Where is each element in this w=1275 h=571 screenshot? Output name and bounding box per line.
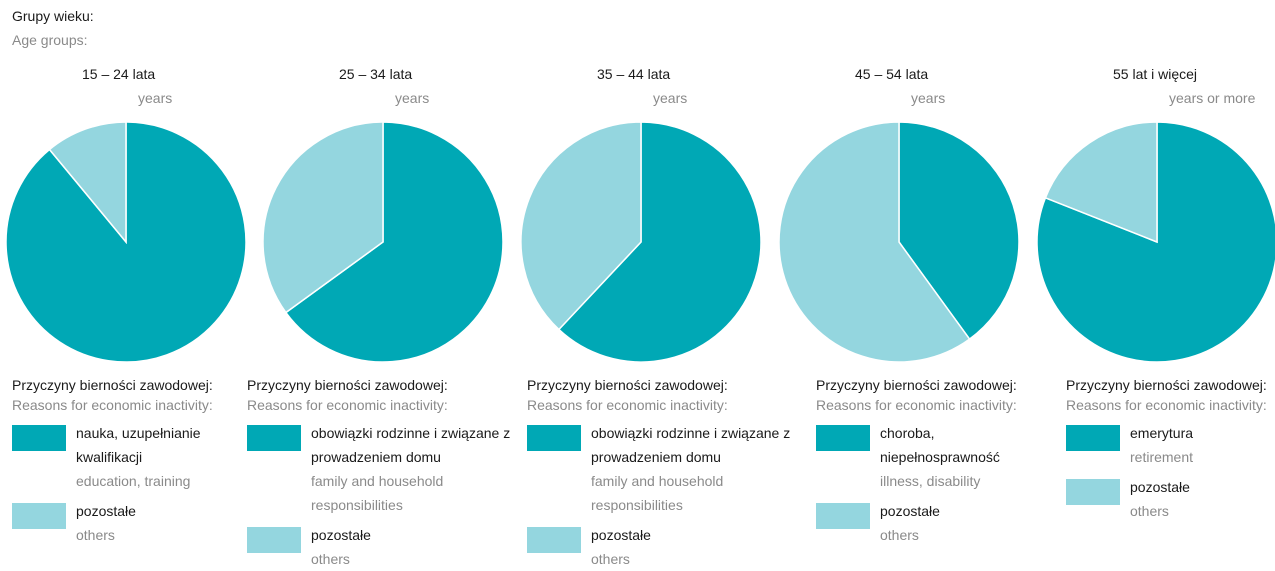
- legend-label: obowiązki rodzinne i związane z prowadze…: [311, 425, 511, 465]
- legend-label: obowiązki rodzinne i związane z prowadze…: [591, 425, 791, 465]
- legend-item: choroba, niepełnosprawność illness, disab…: [816, 421, 1030, 493]
- pie-slice: [284, 121, 504, 363]
- legend-label: pozostałe: [1130, 479, 1190, 495]
- legend: Przyczyny bierności zawodowej: Reasons fo…: [527, 375, 806, 571]
- legend-swatch: [527, 527, 581, 553]
- legend-subtitle: Reasons for economic inactivity:: [1066, 397, 1267, 413]
- legend: Przyczyny bierności zawodowej: Reasons fo…: [12, 375, 251, 547]
- legend-item: pozostałe others: [527, 523, 806, 571]
- legend: Przyczyny bierności zawodowej: Reasons fo…: [1066, 375, 1275, 523]
- legend-label-en: retirement: [1130, 449, 1194, 465]
- legend-title: Przyczyny bierności zawodowej:: [247, 377, 448, 393]
- legend-subtitle: Reasons for economic inactivity:: [12, 397, 213, 413]
- legend-label: pozostałe: [880, 503, 940, 519]
- legend-item: pozostałe others: [247, 523, 526, 571]
- legend-label-en: education, training: [76, 473, 191, 489]
- legend-label: emerytura: [1130, 425, 1194, 441]
- pie-slice: [1044, 121, 1158, 244]
- legend-label: pozostałe: [76, 503, 136, 519]
- pie-title: 35 – 44 lata: [597, 66, 671, 82]
- pie-slice: [520, 121, 642, 331]
- legend-title: Przyczyny bierności zawodowej:: [816, 377, 1017, 393]
- legend-swatch: [247, 425, 301, 451]
- legend-label-en: others: [591, 551, 630, 567]
- pie-subtitle: years: [653, 90, 688, 106]
- legend-label: choroba, niepełnosprawność: [880, 425, 1000, 465]
- legend-subtitle: Reasons for economic inactivity:: [816, 397, 1017, 413]
- legend-swatch: [247, 527, 301, 553]
- legend-item: obowiązki rodzinne i związane z prowadze…: [527, 421, 806, 517]
- pie-slice: [557, 121, 762, 363]
- legend-swatch: [816, 425, 870, 451]
- legend-swatch: [816, 503, 870, 529]
- legend: Przyczyny bierności zawodowej: Reasons fo…: [816, 375, 1030, 547]
- legend-item: pozostałe others: [12, 499, 251, 547]
- pie-title: 55 lat i więcej: [1113, 66, 1198, 82]
- legend-label-en: others: [880, 527, 919, 543]
- legend-label: nauka, uzupełnianie kwalifikacji: [76, 425, 201, 465]
- legend-swatch: [12, 503, 66, 529]
- legend-label: pozostałe: [311, 527, 371, 543]
- legend-label-en: others: [1130, 503, 1169, 519]
- legend-item: emerytura retirement: [1066, 421, 1275, 469]
- legend-label-en: illness, disability: [880, 473, 981, 489]
- legend-title: Przyczyny bierności zawodowej:: [12, 377, 213, 393]
- legend-item: nauka, uzupełnianie kwalifikacji educatio…: [12, 421, 251, 493]
- legend-label-en: family and household responsibilities: [311, 473, 444, 513]
- legend-label-en: others: [76, 527, 115, 543]
- pie-slice: [48, 121, 127, 245]
- pie-title: 15 – 24 lata: [82, 66, 156, 82]
- legend-item: obowiązki rodzinne i związane z prowadze…: [247, 421, 526, 517]
- legend-subtitle: Reasons for economic inactivity:: [527, 397, 728, 413]
- header-subtitle: Age groups:: [12, 32, 88, 48]
- legend-swatch: [527, 425, 581, 451]
- legend-title: Przyczyny bierności zawodowej:: [527, 377, 728, 393]
- legend-subtitle: Reasons for economic inactivity:: [247, 397, 448, 413]
- pie-slice: [898, 121, 1020, 341]
- pie-title: 45 – 54 lata: [855, 66, 929, 82]
- header-title: Grupy wieku:: [12, 8, 94, 24]
- pie-subtitle: years: [395, 90, 430, 106]
- legend-swatch: [1066, 479, 1120, 505]
- pie-subtitle: years or more: [1169, 90, 1256, 106]
- pie-slice: [778, 121, 971, 363]
- legend-swatch: [12, 425, 66, 451]
- legend-label-en: family and household responsibilities: [591, 473, 724, 513]
- pie-subtitle: years: [138, 90, 173, 106]
- legend-swatch: [1066, 425, 1120, 451]
- pie-title: 25 – 34 lata: [339, 66, 413, 82]
- legend-label: pozostałe: [591, 527, 651, 543]
- legend: Przyczyny bierności zawodowej: Reasons fo…: [247, 375, 526, 571]
- pie-slice: [262, 121, 384, 314]
- legend-title: Przyczyny bierności zawodowej:: [1066, 377, 1267, 393]
- legend-label-en: others: [311, 551, 350, 567]
- legend-item: pozostałe others: [816, 499, 1030, 547]
- legend-item: pozostałe others: [1066, 475, 1275, 523]
- pie-subtitle: years: [911, 90, 946, 106]
